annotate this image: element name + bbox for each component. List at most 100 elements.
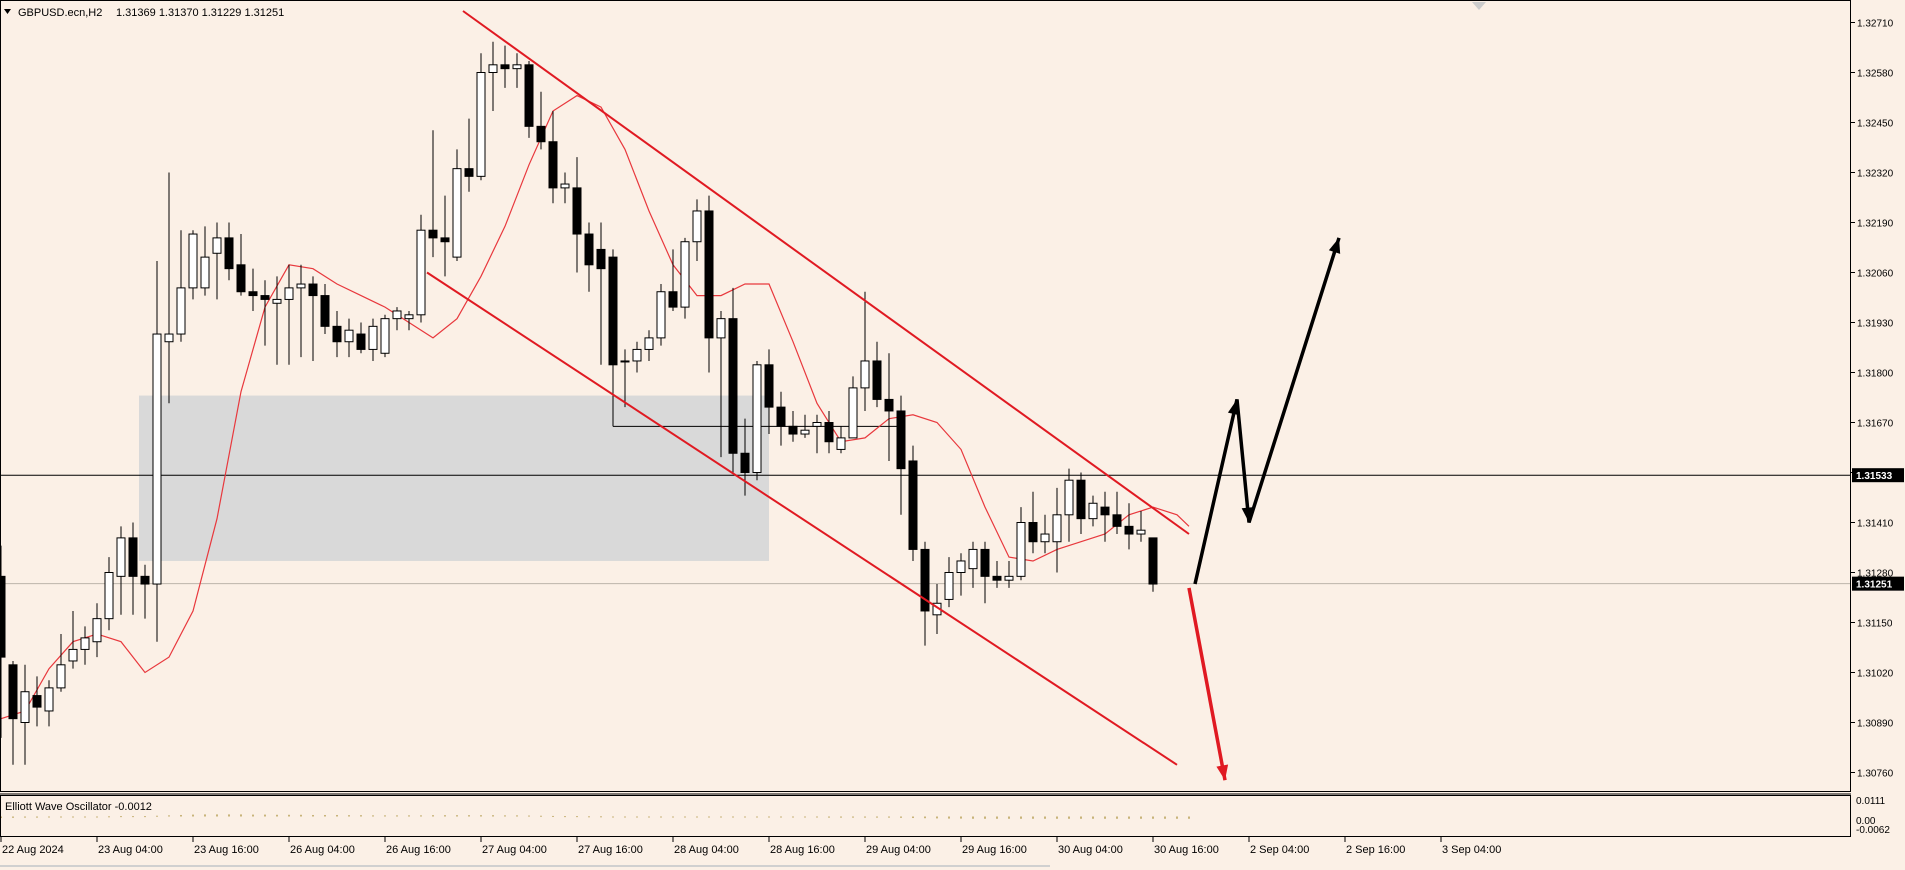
candle[interactable]	[776, 391, 786, 446]
candle[interactable]	[740, 418, 750, 496]
candle[interactable]	[488, 41, 498, 111]
candle[interactable]	[848, 376, 858, 439]
candle[interactable]	[368, 318, 378, 361]
candle[interactable]	[1100, 491, 1110, 542]
candle[interactable]	[980, 541, 990, 604]
candle[interactable]	[1076, 472, 1086, 535]
candle[interactable]	[836, 426, 846, 454]
candle[interactable]	[812, 414, 822, 454]
candle[interactable]	[116, 526, 126, 615]
candle[interactable]	[920, 541, 930, 646]
candle[interactable]	[908, 445, 918, 561]
candle[interactable]	[1040, 514, 1050, 554]
candle[interactable]	[956, 553, 966, 596]
candle[interactable]	[356, 322, 366, 354]
candle[interactable]	[68, 610, 78, 669]
candle[interactable]	[152, 260, 162, 642]
candle[interactable]	[188, 230, 198, 300]
price-axis[interactable]: 1.32710 1.32580 1.32450 1.32320 1.32190 1.320…	[1851, 19, 1904, 780]
candle[interactable]	[632, 341, 642, 373]
candle[interactable]	[500, 45, 510, 88]
candle[interactable]	[536, 91, 546, 150]
candle[interactable]	[944, 557, 954, 608]
channel-lower-line[interactable]	[426, 271, 1178, 766]
channel-layer[interactable]	[426, 10, 1190, 766]
forecast-up-path[interactable]	[1193, 237, 1341, 585]
candle[interactable]	[344, 318, 354, 358]
candle[interactable]	[752, 360, 762, 481]
candle[interactable]	[620, 349, 630, 408]
scroll-marker-icon[interactable]	[1472, 2, 1486, 10]
candle[interactable]	[1052, 487, 1062, 573]
candle[interactable]	[992, 560, 1002, 588]
candle[interactable]	[572, 157, 582, 273]
candle[interactable]	[512, 53, 522, 88]
candles-layer[interactable]	[0, 41, 1158, 765]
candle[interactable]	[260, 280, 270, 346]
candle[interactable]	[680, 237, 690, 319]
candle[interactable]	[1016, 507, 1026, 581]
candle[interactable]	[716, 310, 726, 458]
candle[interactable]	[1088, 495, 1098, 527]
candle[interactable]	[296, 264, 306, 358]
candle[interactable]	[1124, 503, 1134, 550]
candle[interactable]	[548, 110, 558, 204]
candle[interactable]	[704, 195, 714, 373]
candle[interactable]	[320, 284, 330, 335]
candle[interactable]	[248, 268, 258, 311]
candle[interactable]	[1004, 560, 1014, 588]
candle[interactable]	[380, 314, 390, 358]
forecast-layer[interactable]	[1187, 237, 1341, 781]
candle[interactable]	[80, 626, 90, 665]
candle[interactable]	[56, 634, 66, 692]
candle[interactable]	[404, 310, 414, 331]
collapse-triangle-icon[interactable]	[4, 9, 11, 14]
candle[interactable]	[8, 660, 18, 765]
candle[interactable]	[524, 60, 534, 138]
candle[interactable]	[392, 307, 402, 331]
candle[interactable]	[596, 222, 606, 365]
candle[interactable]	[872, 341, 882, 408]
candle[interactable]	[416, 214, 426, 323]
forecast-down-path[interactable]	[1187, 587, 1227, 781]
candle[interactable]	[104, 557, 114, 631]
candle[interactable]	[332, 310, 342, 358]
candle[interactable]	[284, 264, 294, 365]
candle[interactable]	[92, 603, 102, 658]
candle[interactable]	[440, 195, 450, 277]
candle[interactable]	[824, 410, 834, 454]
candle[interactable]	[464, 118, 474, 192]
candle[interactable]	[224, 222, 234, 281]
candle[interactable]	[1148, 537, 1158, 592]
candle[interactable]	[20, 664, 30, 765]
candle[interactable]	[788, 410, 798, 442]
candle[interactable]	[1064, 468, 1074, 542]
candle[interactable]	[128, 522, 138, 615]
candle[interactable]	[272, 276, 282, 365]
candle[interactable]	[428, 130, 438, 258]
candle[interactable]	[212, 222, 222, 300]
candle[interactable]	[560, 172, 570, 204]
candle[interactable]	[668, 249, 678, 311]
candle[interactable]	[1112, 491, 1122, 535]
candle[interactable]	[584, 222, 594, 292]
candle[interactable]	[44, 680, 54, 727]
candle[interactable]	[884, 353, 894, 461]
candle[interactable]	[32, 676, 42, 727]
candle[interactable]	[308, 276, 318, 361]
candle[interactable]	[164, 172, 174, 404]
candle[interactable]	[764, 349, 774, 435]
candle[interactable]	[728, 287, 738, 473]
candle[interactable]	[692, 199, 702, 261]
candle[interactable]	[608, 249, 618, 427]
candle[interactable]	[1136, 510, 1146, 542]
candle[interactable]	[896, 395, 906, 515]
channel-upper-line[interactable]	[462, 10, 1190, 535]
candle[interactable]	[860, 291, 870, 411]
candle[interactable]	[176, 230, 186, 342]
candle[interactable]	[476, 53, 486, 181]
time-axis[interactable]: 22 Aug 2024 23 Aug 04:00 23 Aug 16:00 26 Au…	[0, 837, 1501, 856]
candle[interactable]	[452, 149, 462, 261]
candle[interactable]	[644, 330, 654, 361]
candle[interactable]	[140, 564, 150, 619]
